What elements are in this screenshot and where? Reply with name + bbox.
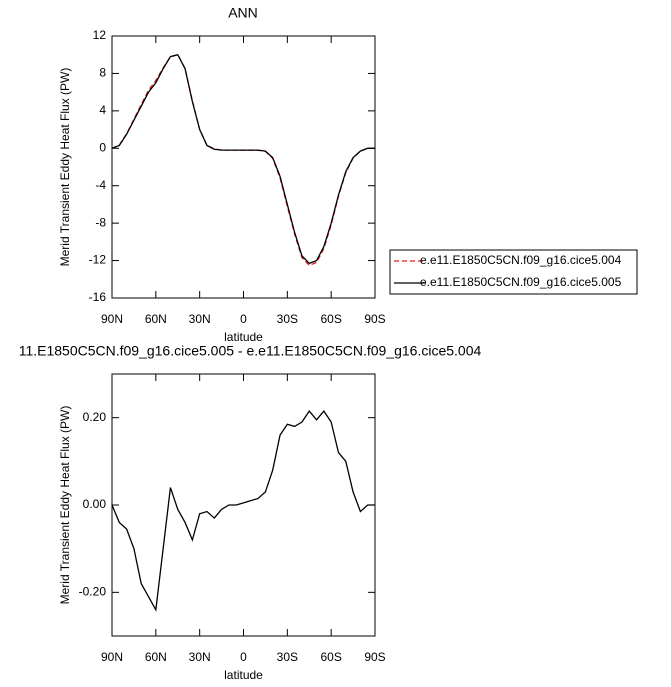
data-line	[111, 53, 375, 267]
plot-frame	[111, 373, 376, 637]
y-tick-label: -4	[95, 178, 106, 192]
y-tick-label: -8	[95, 215, 106, 229]
legend-label: e.e11.E1850C5CN.f09_g16.cice5.004	[420, 253, 622, 267]
x-tick-label: 60N	[145, 650, 167, 664]
chart-title: 11.E1850C5CN.f09_g16.cice5.005 - e.e11.E…	[19, 343, 482, 359]
x-tick-label: 60N	[145, 312, 167, 326]
y-axis-label: Merid Transient Eddy Heat Flux (PW)	[58, 406, 72, 605]
y-tick-label: 0.20	[83, 410, 107, 424]
x-tick-label: 60S	[320, 650, 341, 664]
x-tick-label: 30N	[189, 650, 211, 664]
y-tick-label: -0.20	[79, 585, 107, 599]
y-tick-label: 0	[99, 140, 106, 154]
x-tick-label: 90S	[364, 650, 385, 664]
y-tick-label: 0.00	[83, 497, 107, 511]
y-axis-label: Merid Transient Eddy Heat Flux (PW)	[58, 68, 72, 267]
x-tick-label: 0	[240, 650, 247, 664]
y-tick-label: 12	[93, 28, 107, 42]
x-axis-label: latitude	[224, 668, 263, 682]
x-tick-label: 30S	[277, 650, 298, 664]
legend-frame	[389, 249, 638, 295]
x-tick-label: 30N	[189, 312, 211, 326]
data-line	[111, 410, 375, 612]
x-axis-label: latitude	[224, 330, 263, 344]
plot-frame	[111, 35, 376, 299]
legend-label: e.e11.E1850C5CN.f09_g16.cice5.005	[420, 275, 622, 289]
x-tick-label: 90S	[364, 312, 385, 326]
y-tick-label: 8	[99, 66, 106, 80]
x-tick-label: 30S	[277, 312, 298, 326]
x-tick-label: 90N	[101, 312, 123, 326]
chart-title: ANN	[228, 5, 258, 21]
y-tick-label: -12	[89, 253, 107, 267]
x-tick-label: 90N	[101, 650, 123, 664]
y-tick-label: 4	[99, 103, 106, 117]
y-tick-label: -16	[89, 290, 107, 304]
x-tick-label: 60S	[320, 312, 341, 326]
data-line	[111, 53, 375, 265]
x-tick-label: 0	[240, 312, 247, 326]
